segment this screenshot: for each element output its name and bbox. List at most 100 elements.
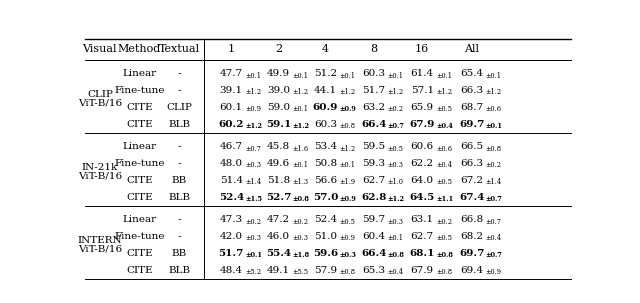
Text: ±0.2: ±0.2 xyxy=(245,218,261,226)
Text: ±1.6: ±1.6 xyxy=(292,145,308,153)
Text: 62.8: 62.8 xyxy=(361,193,387,201)
Text: 1: 1 xyxy=(228,44,235,54)
Text: 51.0: 51.0 xyxy=(314,232,337,241)
Text: ±0.8: ±0.8 xyxy=(436,251,453,259)
Text: ±0.5: ±0.5 xyxy=(436,105,452,113)
Text: ±0.1: ±0.1 xyxy=(387,235,403,242)
Text: ViT-B/16: ViT-B/16 xyxy=(78,98,122,108)
Text: Fine-tune: Fine-tune xyxy=(115,232,164,241)
Text: ±0.3: ±0.3 xyxy=(387,161,403,169)
Text: ±0.1: ±0.1 xyxy=(486,72,502,80)
Text: 4: 4 xyxy=(322,44,329,54)
Text: ±1.2: ±1.2 xyxy=(292,122,309,130)
Text: 60.4: 60.4 xyxy=(362,232,385,241)
Text: ±1.2: ±1.2 xyxy=(436,88,452,96)
Text: ±0.1: ±0.1 xyxy=(339,161,355,169)
Text: ±1.1: ±1.1 xyxy=(436,195,453,203)
Text: 52.4: 52.4 xyxy=(219,193,244,201)
Text: ±1.2: ±1.2 xyxy=(387,88,404,96)
Text: CLIP: CLIP xyxy=(166,103,192,112)
Text: ±0.3: ±0.3 xyxy=(339,251,356,259)
Text: CITE: CITE xyxy=(126,103,153,112)
Text: ±0.5: ±0.5 xyxy=(339,218,355,226)
Text: 51.4: 51.4 xyxy=(220,176,243,185)
Text: ViT-B/16: ViT-B/16 xyxy=(78,171,122,181)
Text: 44.1: 44.1 xyxy=(314,86,337,95)
Text: BB: BB xyxy=(172,176,187,185)
Text: ±0.3: ±0.3 xyxy=(387,218,403,226)
Text: 49.9: 49.9 xyxy=(267,69,290,78)
Text: 66.4: 66.4 xyxy=(361,249,387,258)
Text: 56.6: 56.6 xyxy=(314,176,337,185)
Text: CITE: CITE xyxy=(126,120,153,128)
Text: 51.7: 51.7 xyxy=(362,86,385,95)
Text: ±0.2: ±0.2 xyxy=(436,218,452,226)
Text: BLB: BLB xyxy=(168,120,190,128)
Text: CITE: CITE xyxy=(126,193,153,201)
Text: 51.7: 51.7 xyxy=(219,249,244,258)
Text: Method: Method xyxy=(118,44,161,54)
Text: 53.4: 53.4 xyxy=(314,142,337,151)
Text: ±0.3: ±0.3 xyxy=(245,161,261,169)
Text: 45.8: 45.8 xyxy=(267,142,290,151)
Text: -: - xyxy=(177,159,181,168)
Text: ±0.8: ±0.8 xyxy=(486,145,502,153)
Text: ±1.8: ±1.8 xyxy=(292,251,309,259)
Text: 59.3: 59.3 xyxy=(362,159,385,168)
Text: 65.4: 65.4 xyxy=(460,69,483,78)
Text: 67.9: 67.9 xyxy=(411,266,434,275)
Text: -: - xyxy=(177,86,181,95)
Text: ±5.2: ±5.2 xyxy=(245,268,261,276)
Text: -: - xyxy=(177,142,181,151)
Text: ±0.6: ±0.6 xyxy=(436,145,452,153)
Text: 49.6: 49.6 xyxy=(267,159,290,168)
Text: 67.2: 67.2 xyxy=(460,176,483,185)
Text: ±1.2: ±1.2 xyxy=(339,88,355,96)
Text: 57.9: 57.9 xyxy=(314,266,337,275)
Text: 8: 8 xyxy=(370,44,377,54)
Text: 63.2: 63.2 xyxy=(362,103,385,112)
Text: CITE: CITE xyxy=(126,249,153,258)
Text: 48.4: 48.4 xyxy=(220,266,243,275)
Text: BB: BB xyxy=(172,249,187,258)
Text: ±0.4: ±0.4 xyxy=(387,268,404,276)
Text: ±1.2: ±1.2 xyxy=(486,88,502,96)
Text: 60.6: 60.6 xyxy=(411,142,434,151)
Text: 68.2: 68.2 xyxy=(460,232,483,241)
Text: ±1.5: ±1.5 xyxy=(245,195,262,203)
Text: 60.3: 60.3 xyxy=(314,120,337,128)
Text: 57.0: 57.0 xyxy=(313,193,338,201)
Text: 46.7: 46.7 xyxy=(220,142,243,151)
Text: ±0.4: ±0.4 xyxy=(486,235,502,242)
Text: IN-21k: IN-21k xyxy=(82,163,118,172)
Text: ±1.2: ±1.2 xyxy=(339,145,355,153)
Text: 66.5: 66.5 xyxy=(460,142,483,151)
Text: Visual: Visual xyxy=(83,44,117,54)
Text: CITE: CITE xyxy=(126,176,153,185)
Text: ±1.2: ±1.2 xyxy=(245,88,261,96)
Text: ±0.9: ±0.9 xyxy=(486,268,502,276)
Text: ±0.1: ±0.1 xyxy=(339,72,355,80)
Text: -: - xyxy=(177,232,181,241)
Text: ±1.9: ±1.9 xyxy=(339,178,355,186)
Text: ±0.2: ±0.2 xyxy=(387,105,403,113)
Text: 67.4: 67.4 xyxy=(459,193,484,201)
Text: Textual: Textual xyxy=(159,44,200,54)
Text: ±0.1: ±0.1 xyxy=(292,72,308,80)
Text: 63.1: 63.1 xyxy=(411,215,434,224)
Text: ±0.5: ±0.5 xyxy=(436,235,452,242)
Text: 47.3: 47.3 xyxy=(220,215,243,224)
Text: ±0.8: ±0.8 xyxy=(292,195,309,203)
Text: 52.4: 52.4 xyxy=(314,215,337,224)
Text: 65.3: 65.3 xyxy=(362,266,385,275)
Text: 47.7: 47.7 xyxy=(220,69,243,78)
Text: 48.0: 48.0 xyxy=(220,159,243,168)
Text: ±0.7: ±0.7 xyxy=(387,122,404,130)
Text: 62.2: 62.2 xyxy=(411,159,434,168)
Text: 60.2: 60.2 xyxy=(218,120,244,128)
Text: 68.7: 68.7 xyxy=(460,103,483,112)
Text: 55.4: 55.4 xyxy=(266,249,291,258)
Text: ±0.7: ±0.7 xyxy=(245,145,261,153)
Text: 69.7: 69.7 xyxy=(459,249,484,258)
Text: 59.7: 59.7 xyxy=(362,215,385,224)
